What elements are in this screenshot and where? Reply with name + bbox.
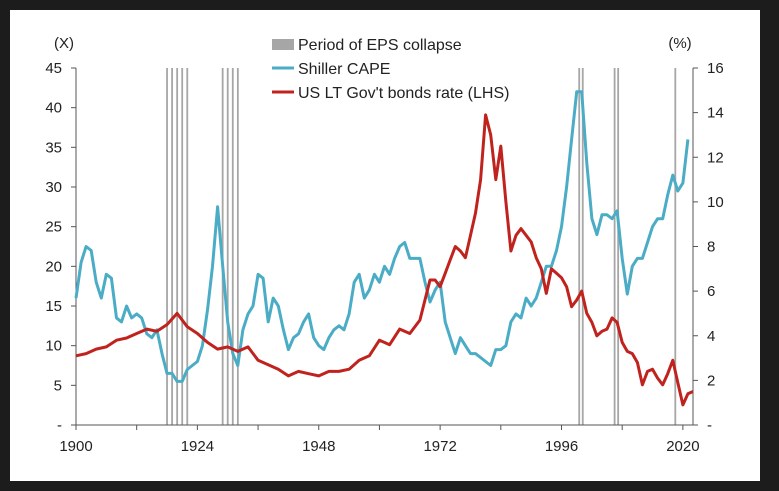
- right-axis-tick-label: 10: [707, 194, 724, 211]
- left-axis-unit-label: (X): [54, 35, 74, 52]
- legend-label: Period of EPS collapse: [298, 37, 462, 54]
- right-axis-tick-label: 16: [707, 60, 724, 77]
- eps-collapse-band: [617, 68, 620, 425]
- eps-collapse-band: [581, 68, 584, 425]
- right-axis-tick-label: 4: [707, 328, 715, 345]
- axes: [75, 68, 694, 426]
- left-axis-tick-label: 20: [45, 258, 62, 275]
- right-axis-tick-label: 6: [707, 283, 715, 300]
- x-axis-tick-label: 1900: [59, 438, 92, 455]
- series-lines: [74, 90, 694, 407]
- left-axis-tick-label: 30: [45, 179, 62, 196]
- eps-collapse-band: [221, 68, 224, 425]
- eps-collapse-band: [181, 68, 184, 425]
- eps-collapse-band: [226, 68, 229, 425]
- legend-swatch-eps-collapse: [272, 39, 294, 50]
- x-axis-tick-label: 1972: [423, 438, 456, 455]
- legend-label: US LT Gov't bonds rate (LHS): [298, 85, 509, 102]
- bond-rate-line: [75, 113, 694, 407]
- eps-collapse-band: [674, 68, 677, 425]
- right-axis-tick-label: -: [707, 417, 712, 434]
- tick-marks: [71, 67, 698, 430]
- eps-collapse-band: [166, 68, 168, 425]
- eps-collapse-band: [613, 68, 616, 425]
- chart-svg: 45 40 35 30 25 20 15 10 5 - 16 14 12 10 8 6 4 2 - 1900 1924 1…: [45, 35, 723, 455]
- chart-panel: 45 40 35 30 25 20 15 10 5 - 16 14 12 10 8 6 4 2 - 1900 1924 1…: [10, 10, 760, 481]
- tick-labels: 45 40 35 30 25 20 15 10 5 - 16 14 12 10 8 6 4 2 - 1900 1924 1…: [45, 60, 723, 455]
- right-axis-tick-label: 12: [707, 149, 724, 166]
- eps-collapse-band: [176, 68, 179, 425]
- x-axis-tick-label: 1924: [181, 438, 214, 455]
- left-axis-tick-label: 5: [54, 377, 62, 394]
- left-axis-tick-label: 40: [45, 100, 62, 117]
- eps-collapse-band: [236, 68, 239, 425]
- eps-collapse-band: [186, 68, 189, 425]
- x-axis-tick-label: 1996: [545, 438, 578, 455]
- left-axis-tick-label: 45: [45, 60, 62, 77]
- left-axis-tick-label: -: [57, 417, 62, 434]
- legend-label: Shiller CAPE: [298, 61, 390, 78]
- legend: Period of EPS collapse Shiller CAPE US LT …: [272, 37, 509, 102]
- x-axis-tick-label: 1948: [302, 438, 335, 455]
- eps-collapse-bands: [166, 68, 677, 425]
- left-axis-tick-label: 15: [45, 298, 62, 315]
- right-axis-tick-label: 2: [707, 372, 715, 389]
- right-axis-unit-label: (%): [668, 35, 691, 52]
- eps-collapse-band: [171, 68, 173, 425]
- left-axis-tick-label: 35: [45, 139, 62, 156]
- shiller-cape-line: [74, 90, 690, 383]
- right-axis-tick-label: 14: [707, 105, 724, 122]
- eps-collapse-band: [231, 68, 234, 425]
- eps-collapse-band: [578, 68, 581, 425]
- x-axis-tick-label: 2020: [666, 438, 699, 455]
- right-axis-tick-label: 8: [707, 239, 715, 256]
- left-axis-tick-label: 25: [45, 219, 62, 236]
- left-axis-tick-label: 10: [45, 338, 62, 355]
